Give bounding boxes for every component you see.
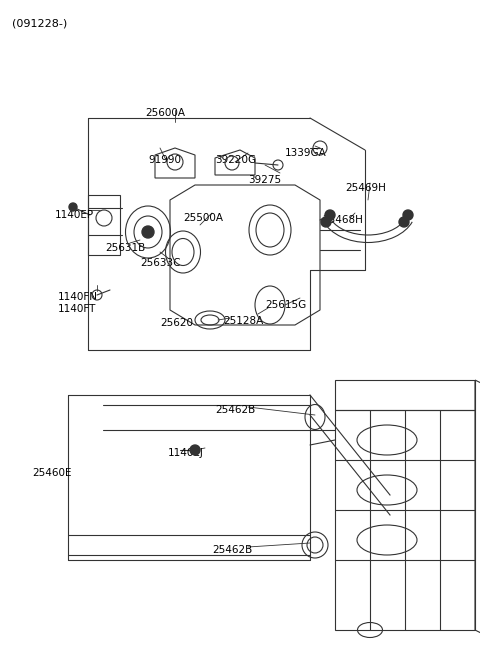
Text: 25462B: 25462B [215, 405, 255, 415]
Circle shape [142, 226, 154, 238]
Text: 91990: 91990 [148, 155, 181, 165]
Text: 1339GA: 1339GA [285, 148, 327, 158]
Text: 39275: 39275 [248, 175, 281, 185]
Text: 1140EJ: 1140EJ [168, 448, 204, 458]
Circle shape [399, 217, 409, 227]
Circle shape [190, 445, 200, 455]
Text: 25128A: 25128A [223, 316, 263, 326]
Circle shape [69, 203, 77, 211]
Text: 25500A: 25500A [183, 213, 223, 223]
Text: 1140FT: 1140FT [58, 304, 96, 314]
Text: 25462B: 25462B [212, 545, 252, 555]
Text: 25460E: 25460E [32, 468, 72, 478]
Text: 1140EP: 1140EP [55, 210, 94, 220]
Circle shape [325, 210, 335, 220]
Text: 25620: 25620 [160, 318, 193, 328]
Circle shape [321, 217, 331, 227]
Text: 25631B: 25631B [105, 243, 145, 253]
Text: (091228-): (091228-) [12, 18, 67, 28]
Text: 39220G: 39220G [215, 155, 256, 165]
Text: 25469H: 25469H [345, 183, 386, 193]
Text: 1140FN: 1140FN [58, 292, 98, 302]
Text: 25615G: 25615G [265, 300, 306, 310]
Text: 25633C: 25633C [140, 258, 180, 268]
Circle shape [403, 210, 413, 220]
Text: 25600A: 25600A [145, 108, 185, 118]
Text: 25468H: 25468H [322, 215, 363, 225]
